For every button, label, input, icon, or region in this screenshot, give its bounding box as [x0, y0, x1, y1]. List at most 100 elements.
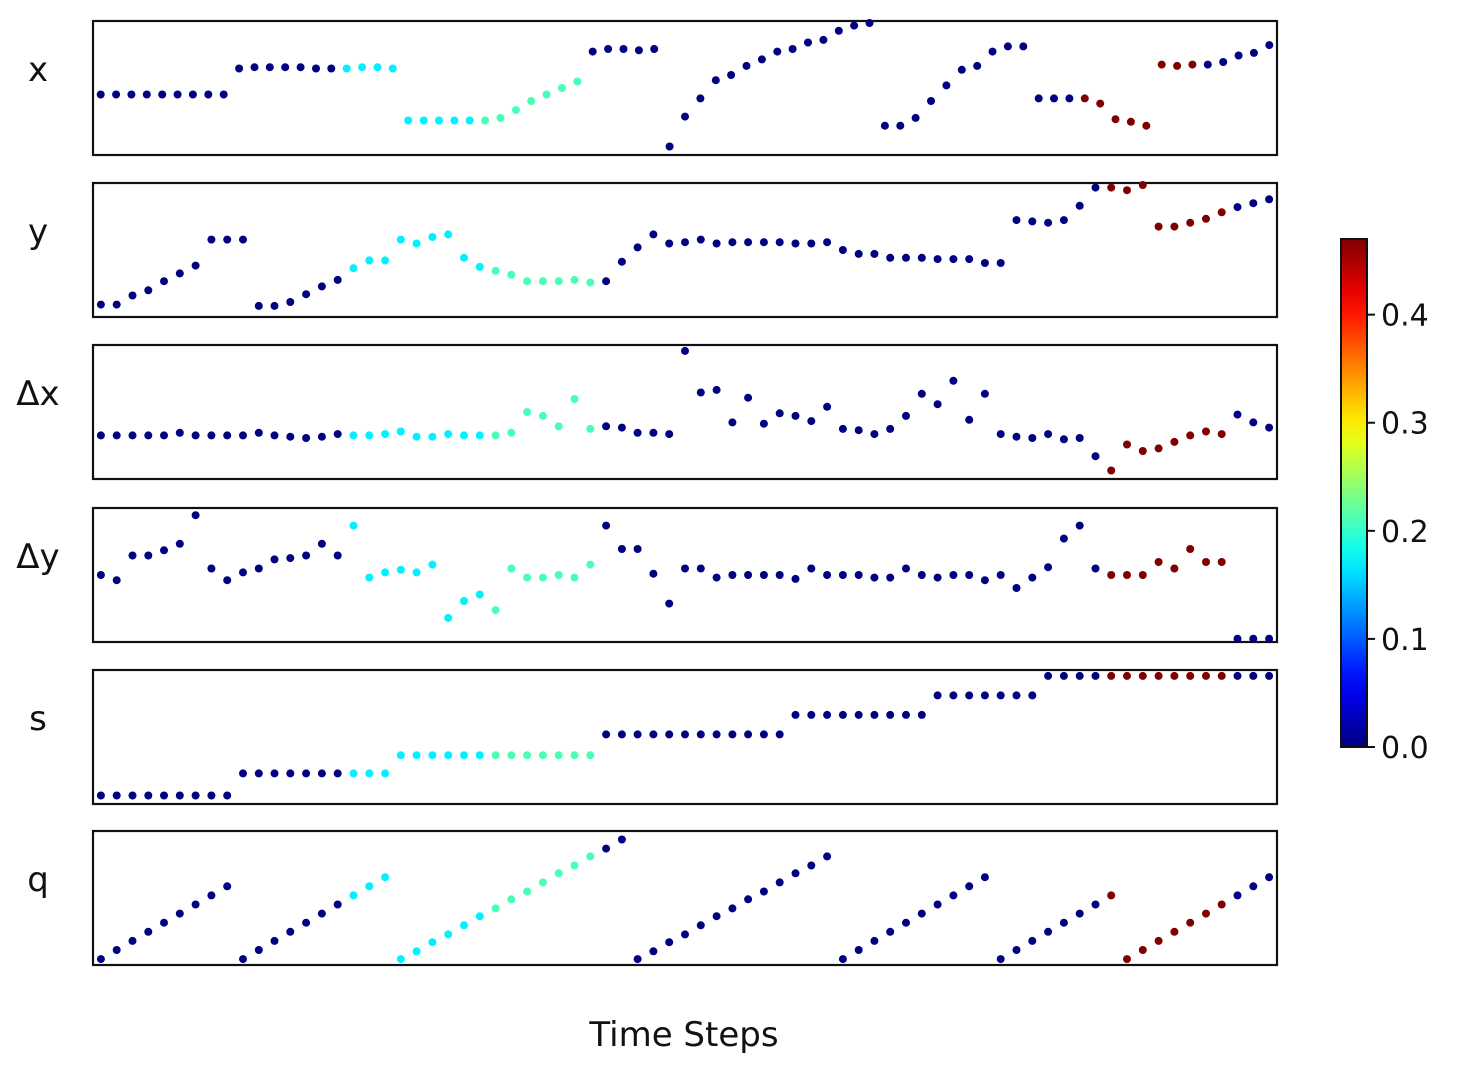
data-point [696, 94, 705, 103]
data-point [823, 710, 832, 719]
data-point [270, 936, 279, 945]
data-point [365, 882, 374, 891]
data-point [949, 255, 958, 264]
data-point [396, 751, 405, 760]
colorbar: 0.0 0.1 0.2 0.3 0.4 [1340, 238, 1429, 766]
data-point [586, 278, 595, 287]
data-point [1233, 671, 1242, 680]
data-point [1012, 216, 1021, 225]
data-point [223, 791, 232, 800]
data-point [1202, 671, 1210, 680]
data-point [1202, 214, 1210, 223]
data-point [175, 791, 184, 800]
data-point [1154, 671, 1163, 680]
data-point [819, 35, 828, 44]
data-point [381, 256, 390, 265]
data-point [880, 121, 889, 130]
data-point [1233, 891, 1242, 900]
data-point [712, 912, 721, 921]
data-point [1154, 936, 1163, 945]
data-point [333, 551, 342, 560]
data-point [775, 730, 784, 739]
data-point [270, 555, 279, 564]
data-point [1138, 671, 1147, 680]
data-point [886, 424, 895, 433]
data-point [649, 428, 658, 437]
data-point [942, 81, 951, 90]
data-point [554, 751, 563, 760]
data-point [1265, 873, 1274, 882]
data-point [917, 389, 926, 398]
data-point [207, 564, 216, 573]
data-point [250, 63, 259, 72]
data-point [1138, 571, 1147, 579]
data-point [265, 63, 274, 72]
data-point [460, 921, 468, 930]
data-point [475, 431, 484, 440]
data-point [886, 927, 895, 936]
data-point [933, 573, 942, 582]
data-point [175, 909, 184, 918]
data-point [219, 90, 228, 99]
data-point [554, 571, 563, 579]
data-point [1203, 60, 1212, 69]
data-point [1217, 671, 1226, 680]
data-point [1249, 671, 1258, 680]
panel-frame [91, 181, 1279, 319]
data-point [759, 887, 768, 896]
data-point [1170, 564, 1179, 573]
data-point [112, 300, 121, 309]
data-point [1217, 430, 1226, 439]
data-point [381, 873, 390, 882]
data-point [1059, 435, 1068, 444]
data-point [1012, 432, 1021, 441]
data-point [586, 424, 595, 433]
data-point [428, 751, 437, 760]
data-point [1126, 117, 1135, 126]
data-point [773, 47, 782, 56]
data-point [286, 769, 295, 778]
data-point [1123, 571, 1131, 579]
data-point [1202, 558, 1210, 566]
data-point [542, 90, 551, 99]
data-point [381, 568, 390, 577]
data-point [1265, 41, 1274, 50]
data-point [175, 269, 184, 278]
data-point [444, 430, 453, 439]
data-point [586, 852, 595, 861]
data-point [554, 277, 563, 286]
data-point [1028, 691, 1037, 700]
data-point [1059, 918, 1068, 927]
data-point [128, 291, 137, 300]
data-point [1188, 60, 1197, 69]
data-point [665, 599, 674, 608]
data-point [633, 545, 642, 553]
data-point [475, 590, 484, 599]
data-point [838, 571, 847, 579]
data-point [1123, 440, 1131, 449]
data-point [450, 116, 459, 125]
data-point [757, 55, 766, 64]
data-point [727, 71, 736, 79]
data-point [681, 564, 689, 573]
data-point [1012, 584, 1021, 592]
data-point [570, 275, 579, 284]
data-point [538, 573, 547, 582]
data-point [759, 571, 768, 579]
data-point [949, 571, 958, 579]
data-point [902, 253, 910, 262]
data-point [96, 955, 105, 964]
data-point [980, 691, 989, 700]
data-point [742, 61, 751, 70]
chart-panels: x y Δx Δy s q [16, 19, 1279, 967]
panel-frame [91, 19, 1279, 157]
data-point [239, 769, 247, 778]
data-point [649, 230, 658, 239]
data-point [373, 63, 382, 72]
data-point [980, 259, 989, 267]
data-point [481, 116, 490, 125]
colorbar-tick-label: 0.0 [1381, 731, 1429, 766]
data-point [1265, 423, 1274, 432]
x-axis-label: Time Steps [588, 1015, 778, 1055]
data-point [223, 235, 232, 244]
